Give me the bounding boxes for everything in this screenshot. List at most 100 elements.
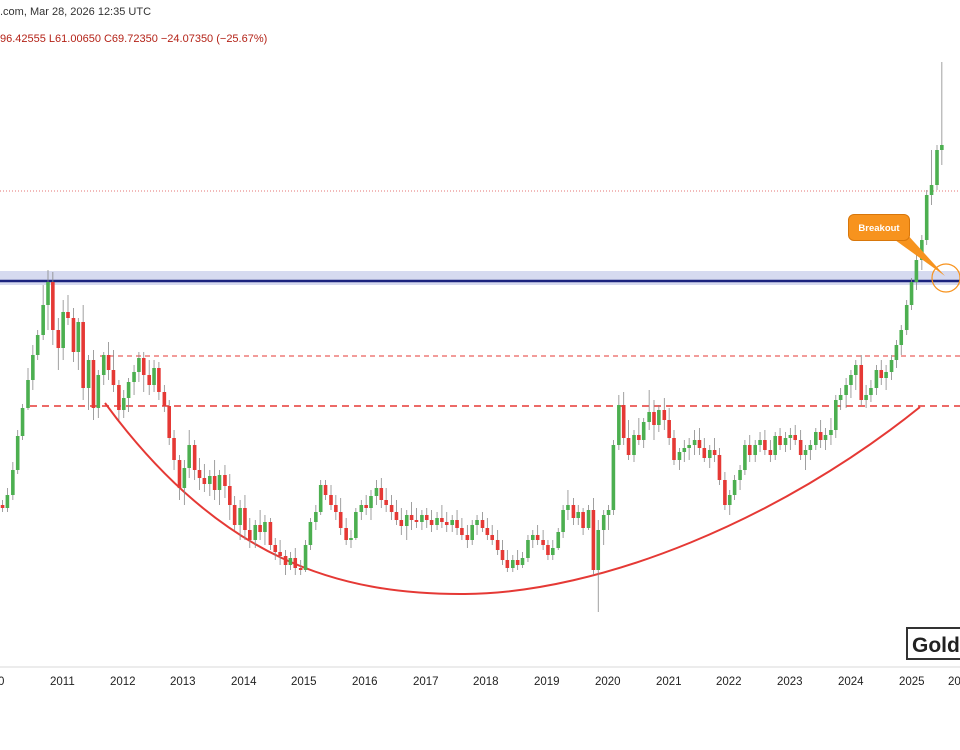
candle-body bbox=[126, 382, 131, 398]
candle-body bbox=[187, 445, 191, 468]
candle-body bbox=[611, 445, 616, 510]
candle-body bbox=[308, 522, 313, 545]
x-tick-label: 2018 bbox=[473, 676, 499, 688]
candle-body bbox=[121, 398, 126, 410]
candle-body bbox=[147, 375, 152, 385]
candle-body bbox=[197, 470, 202, 478]
x-tick-label: 2017 bbox=[413, 676, 439, 688]
candle-body bbox=[76, 322, 81, 352]
candle-body bbox=[667, 420, 671, 438]
x-tick-label: 2015 bbox=[291, 676, 317, 688]
candle-body bbox=[46, 282, 50, 305]
candle-body bbox=[621, 405, 626, 438]
candle-body bbox=[692, 440, 697, 445]
candle-body bbox=[223, 475, 227, 486]
x-tick-label: 2024 bbox=[838, 676, 864, 688]
candle-body bbox=[298, 568, 303, 570]
candle-body bbox=[556, 532, 561, 548]
x-axis-ticks: 0 2011 2012 2013 2014 2015 2016 2017 2018 2019 202… bbox=[0, 676, 960, 688]
candle-body bbox=[71, 318, 76, 352]
candle-body bbox=[96, 375, 101, 408]
candle-body bbox=[702, 448, 707, 458]
candle-body bbox=[550, 548, 555, 555]
candle-body bbox=[243, 508, 247, 530]
candle-body bbox=[520, 558, 525, 565]
candle-body bbox=[798, 440, 803, 455]
candle-body bbox=[763, 440, 767, 450]
candle-body bbox=[834, 400, 838, 430]
candle-body bbox=[334, 505, 338, 512]
candle-body bbox=[924, 195, 929, 240]
candle-body bbox=[687, 445, 691, 448]
candle-body bbox=[601, 515, 606, 530]
candle-body bbox=[152, 368, 156, 385]
candle-body bbox=[571, 505, 576, 518]
candle-body bbox=[849, 375, 853, 385]
candle-body bbox=[732, 480, 737, 495]
candle-body bbox=[137, 358, 141, 372]
candle-body bbox=[526, 540, 530, 558]
candle-body bbox=[940, 145, 944, 150]
candle-body bbox=[20, 408, 25, 436]
candle-body bbox=[338, 512, 343, 528]
candle-body bbox=[429, 520, 434, 525]
candle-body bbox=[35, 335, 40, 355]
callout-pointer bbox=[895, 232, 945, 276]
candle-body bbox=[662, 410, 667, 420]
candle-body bbox=[253, 525, 258, 540]
candles-group bbox=[0, 62, 944, 612]
candle-body bbox=[535, 535, 540, 540]
candle-body bbox=[349, 538, 353, 540]
candle-body bbox=[515, 560, 520, 565]
candle-body bbox=[641, 422, 646, 440]
candle-body bbox=[263, 522, 267, 532]
x-tick-label: 0 bbox=[0, 676, 4, 688]
candle-body bbox=[682, 448, 687, 452]
candle-body bbox=[929, 185, 934, 195]
candle-body bbox=[172, 438, 176, 460]
x-tick-label: 2022 bbox=[716, 676, 742, 688]
candle-body bbox=[15, 436, 20, 470]
candle-body bbox=[369, 496, 373, 508]
candle-body bbox=[707, 450, 712, 458]
candle-body bbox=[258, 525, 262, 532]
candle-body bbox=[318, 485, 323, 512]
candle-body bbox=[495, 540, 500, 550]
candle-body bbox=[157, 368, 161, 392]
candle-body bbox=[31, 355, 35, 380]
candle-body bbox=[637, 435, 641, 440]
candle-body bbox=[91, 360, 96, 408]
candle-body bbox=[566, 505, 570, 510]
candle-body bbox=[823, 435, 828, 440]
candle-body bbox=[329, 495, 333, 505]
candle-body bbox=[268, 522, 273, 545]
candle-body bbox=[475, 520, 479, 525]
candle-body bbox=[323, 485, 328, 495]
candle-body bbox=[758, 440, 762, 445]
candle-body bbox=[5, 495, 10, 508]
candle-body bbox=[217, 475, 222, 490]
candle-body bbox=[11, 470, 15, 495]
candle-body bbox=[51, 282, 55, 330]
candle-body bbox=[747, 445, 752, 455]
candle-body bbox=[541, 540, 545, 545]
breakout-callout: Breakout bbox=[848, 214, 910, 241]
candle-body bbox=[81, 322, 85, 388]
breakout-marker bbox=[931, 263, 960, 293]
candle-body bbox=[818, 432, 823, 440]
candle-body bbox=[677, 452, 682, 460]
candle-body bbox=[773, 436, 777, 455]
candle-body bbox=[803, 450, 808, 455]
candle-body bbox=[617, 405, 621, 445]
x-tick-label: 2019 bbox=[534, 676, 560, 688]
candle-body bbox=[717, 455, 722, 480]
x-tick-label: 2013 bbox=[170, 676, 196, 688]
candle-body bbox=[576, 512, 581, 518]
candle-body bbox=[273, 545, 278, 552]
candle-body bbox=[56, 330, 61, 348]
candle-body bbox=[66, 312, 70, 318]
x-tick-label: 2021 bbox=[656, 676, 682, 688]
candle-body bbox=[586, 510, 591, 528]
candle-body bbox=[409, 515, 414, 520]
